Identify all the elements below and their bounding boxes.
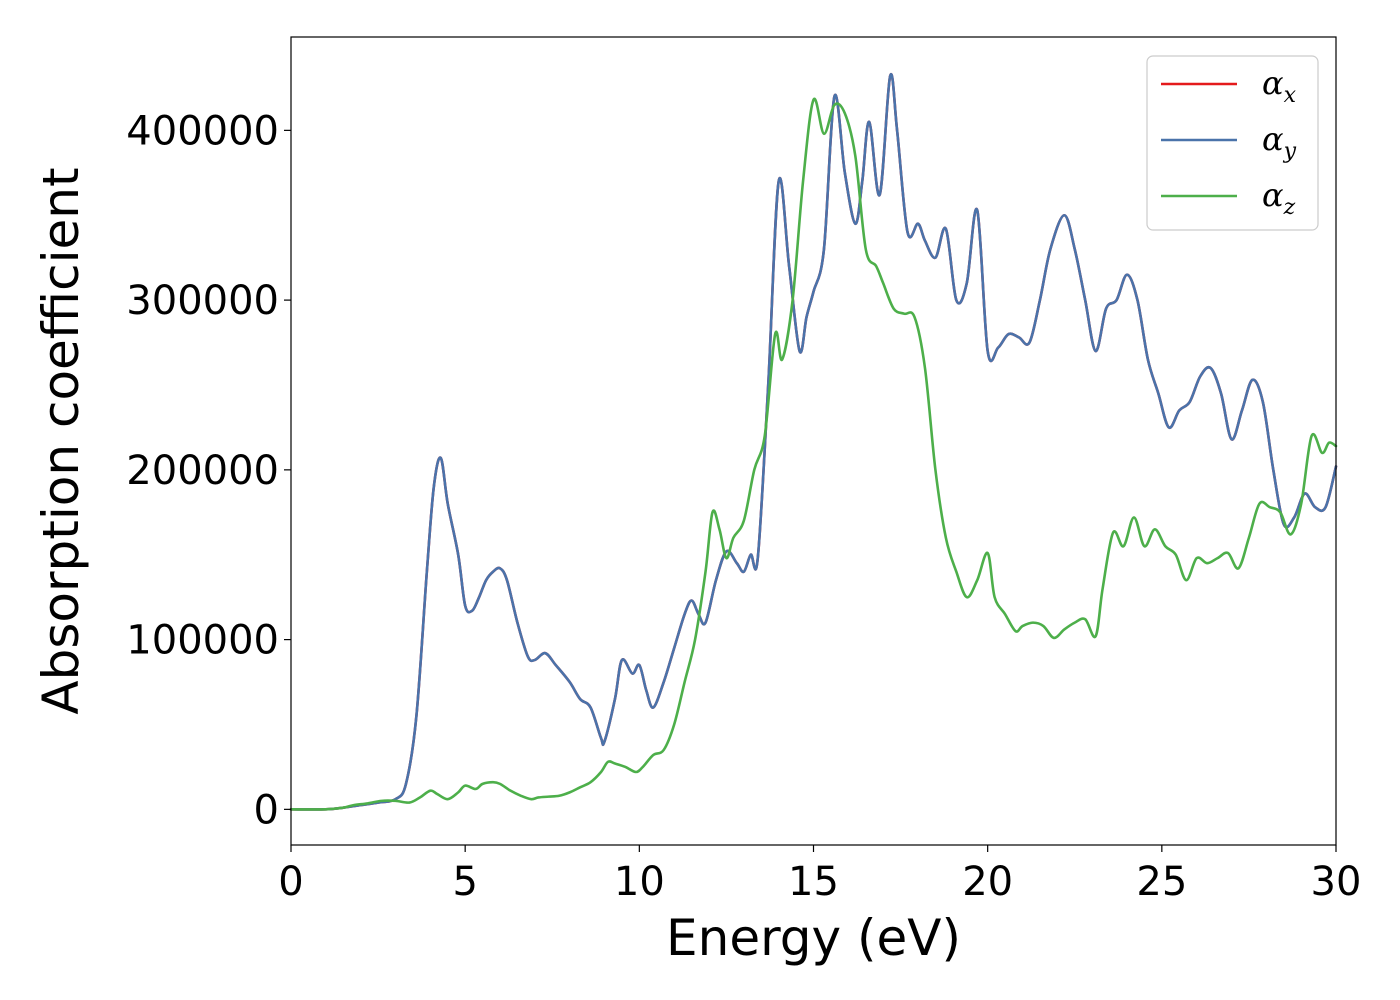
- ticks-layer: 0 5 10 15 20 25 30 0 100000 200000 300000 400000: [126, 108, 1361, 905]
- x-tick-label: 20: [962, 859, 1013, 905]
- legend-label-y: αy: [1262, 120, 1297, 164]
- x-tick-label: 25: [1136, 859, 1187, 905]
- series-line-y: [289, 72, 1338, 811]
- x-tick-label: 5: [452, 859, 477, 905]
- x-axis-label: Energy (eV): [666, 909, 961, 967]
- y-tick-label: 100000: [126, 618, 279, 664]
- series-line-z: [289, 97, 1338, 811]
- y-tick-label: 300000: [126, 278, 279, 324]
- x-tick-label: 15: [788, 859, 839, 905]
- y-tick-label: 400000: [126, 108, 279, 154]
- legend-label-z: αz: [1262, 176, 1296, 220]
- y-axis-label: Absorption coefficient: [32, 167, 90, 714]
- x-tick-label: 10: [614, 859, 665, 905]
- legend: αx αy αz: [1146, 55, 1319, 231]
- y-tick-label: 0: [254, 787, 279, 833]
- legend-label-x: αx: [1262, 64, 1297, 108]
- x-tick-label: 30: [1311, 859, 1362, 905]
- series-layer: [289, 72, 1338, 811]
- y-tick-label: 200000: [126, 448, 279, 494]
- x-tick-label: 0: [278, 859, 303, 905]
- legend-box: [1146, 55, 1319, 231]
